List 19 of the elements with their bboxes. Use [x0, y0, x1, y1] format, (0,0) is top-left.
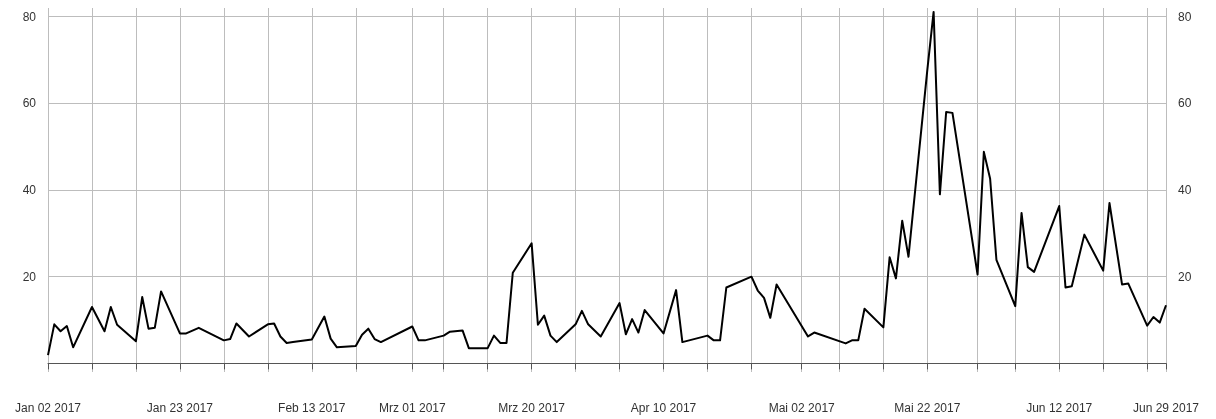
x-tick-label: Mrz 20 2017: [498, 401, 566, 415]
x-tick-label: Apr 10 2017: [630, 401, 697, 415]
x-tick-label: Mai 22 2017: [894, 401, 961, 415]
x-tick-label: Mai 02 2017: [768, 401, 836, 415]
x-tick-label: Jun 12 2017: [1026, 401, 1093, 415]
x-tick-label: Jan 23 2017: [146, 401, 214, 415]
x-tick-label: Mrz 01 2017: [378, 401, 446, 415]
y2-tick-label: 60: [1178, 96, 1192, 111]
x-tick-label: Feb 13 2017: [278, 401, 346, 415]
y2-tick-label: 80: [1178, 9, 1192, 24]
y-tick-label: 80: [22, 9, 37, 24]
x-tick-label: Jan 02 2017: [14, 401, 82, 415]
y2-tick-label: 40: [1178, 183, 1192, 197]
y-tick-label: 60: [22, 96, 37, 111]
y2-tick-label: 20: [1178, 269, 1192, 284]
y-tick-label: 20: [22, 269, 37, 284]
y-tick-label: 40: [22, 183, 37, 197]
x-tick-label: Jun 29 2017: [1132, 401, 1200, 415]
line-series: [47, 10, 1167, 357]
